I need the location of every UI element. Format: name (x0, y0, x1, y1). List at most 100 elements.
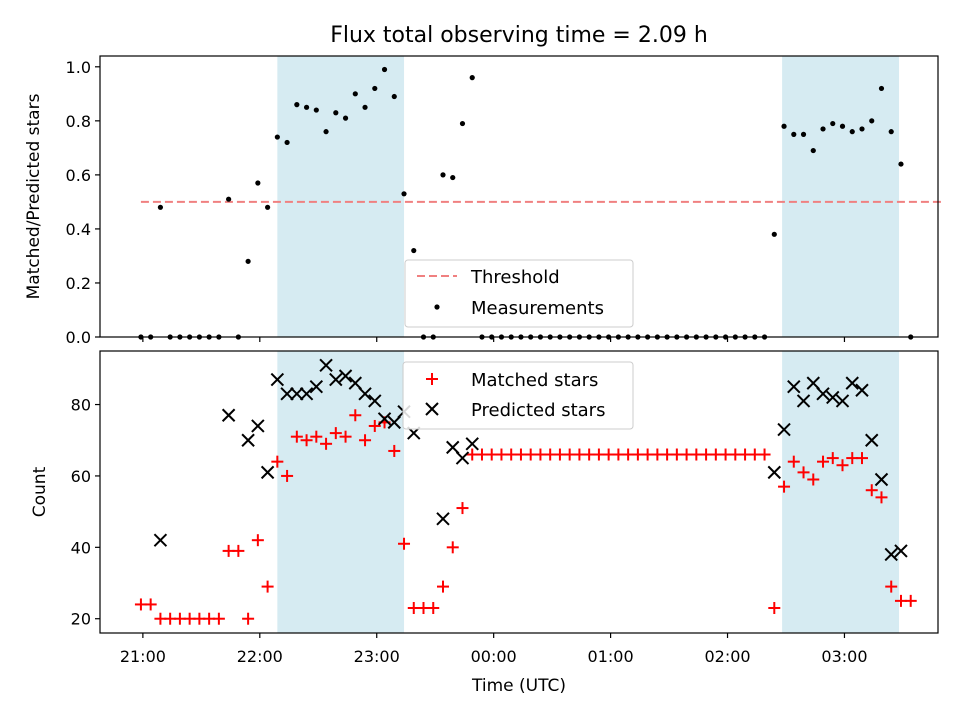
predicted-star-point (368, 394, 382, 408)
matched-star-point (446, 541, 459, 554)
x-tick-label: 00:00 (471, 647, 517, 666)
measurement-point (849, 129, 855, 135)
y-tick-label: 0.4 (66, 220, 91, 239)
measurement-point (362, 104, 368, 110)
legend-measurements-swatch (434, 304, 440, 310)
ratio-y-ticks: 0.0 0.2 0.4 0.6 0.8 1.0 (66, 58, 100, 347)
legend-matched-swatch (426, 373, 438, 385)
y-tick-label: 0.0 (66, 328, 91, 347)
measurement-point (342, 115, 349, 121)
predicted-star-point (845, 376, 859, 390)
matched-star-point (768, 602, 781, 615)
predicted-star-point (280, 387, 294, 401)
predicted-star-point (835, 394, 850, 408)
legend-matched-label: Matched stars (471, 370, 598, 391)
matched-star-point (242, 612, 255, 625)
measurement-point (878, 85, 885, 92)
legend-threshold-label: Threshold (470, 267, 560, 288)
matched-star-point (320, 437, 333, 450)
legend-predicted-label: Predicted stars (471, 400, 605, 421)
predicted-star-point (816, 387, 830, 401)
matched-star-point (855, 452, 868, 465)
predicted-star-point (270, 372, 285, 387)
y-tick-label: 20 (71, 610, 91, 629)
predicted-star-point (309, 379, 324, 394)
predicted-star-point (465, 437, 479, 451)
y-tick-label: 0.6 (66, 166, 91, 185)
x-tick-label: 01:00 (588, 647, 634, 666)
predicted-star-point (777, 422, 791, 437)
matched-star-point (826, 452, 839, 465)
ratio-x-ticks (142, 337, 846, 342)
predicted-star-point (387, 415, 401, 430)
matched-star-point (758, 448, 771, 461)
count-panel: 20 40 60 80 21:00 22:00 23:00 00:00 01:00 02:00 0… (30, 350, 939, 696)
matched-star-point (427, 602, 440, 615)
measurement-point (391, 93, 397, 100)
matched-star-point (281, 469, 294, 482)
ratio-panel: 0.0 0.2 0.4 0.6 0.8 1.0 Matched/Predicted sta… (24, 55, 944, 347)
measurement-point (771, 231, 777, 237)
matched-star-point (251, 534, 264, 547)
measurement-point (303, 104, 310, 110)
predicted-star-point (358, 387, 372, 401)
ratio-axes-frame (99, 55, 939, 338)
predicted-star-point (436, 512, 450, 526)
x-tick-label: 03:00 (821, 647, 867, 666)
y-tick-label: 80 (71, 396, 91, 415)
matched-star-point (368, 419, 381, 432)
measurement-point (313, 107, 319, 113)
predicted-star-point (319, 358, 333, 372)
measurement-point (245, 258, 251, 264)
predicted-star-point (767, 465, 782, 480)
measurement-point (284, 139, 290, 146)
predicted-star-point (874, 472, 889, 487)
measurement-point (859, 126, 865, 132)
measurement-point (820, 126, 826, 132)
measurement-point (781, 123, 787, 129)
measurement-point (294, 102, 300, 108)
matched-star-point (300, 434, 313, 447)
matched-star-point (456, 502, 469, 515)
predicted-star-point (787, 379, 801, 394)
x-tick-label: 23:00 (354, 647, 400, 666)
y-tick-label: 0.2 (66, 274, 91, 293)
matched-star-point (885, 580, 898, 593)
count-y-ticks: 20 40 60 80 (71, 396, 100, 629)
x-axis-label: Time (UTC) (471, 676, 566, 696)
predicted-star-point (894, 544, 908, 558)
matched-star-point (388, 444, 401, 457)
predicted-star-point (299, 387, 314, 401)
predicted-star-point (855, 383, 869, 397)
ratio-legend: Threshold Measurements (404, 259, 634, 328)
y-tick-label: 0.8 (66, 112, 91, 131)
matched-star-point (339, 430, 352, 443)
measurement-point (450, 174, 456, 181)
measurement-point (898, 161, 904, 167)
matched-star-point (232, 544, 245, 557)
y-tick-label: 1.0 (66, 58, 91, 77)
predicted-star-point (796, 394, 811, 408)
measurement-point (372, 85, 378, 92)
y-tick-label: 40 (71, 538, 91, 557)
predicted-star-point (338, 369, 353, 383)
measurement-point (459, 120, 466, 127)
predicted-star-point (826, 390, 840, 405)
matched-star-point (817, 455, 830, 468)
matched-star-point (875, 491, 888, 504)
predicted-star-point (153, 533, 168, 547)
measurement-point (274, 134, 280, 140)
matched-star-point (797, 466, 810, 479)
x-tick-label: 21:00 (120, 647, 166, 666)
matched-star-point (329, 427, 342, 440)
measurement-point (411, 247, 417, 254)
predicted-star-point (865, 433, 879, 447)
measurement-point (255, 180, 261, 186)
predicted-star-point (251, 419, 265, 433)
count-legend: Matched stars Predicted stars (402, 361, 634, 430)
predicted-star-point (241, 433, 255, 447)
matched-star-point (310, 430, 323, 443)
matched-star-point (865, 484, 878, 497)
count-y-axis-label: Count (30, 466, 50, 517)
